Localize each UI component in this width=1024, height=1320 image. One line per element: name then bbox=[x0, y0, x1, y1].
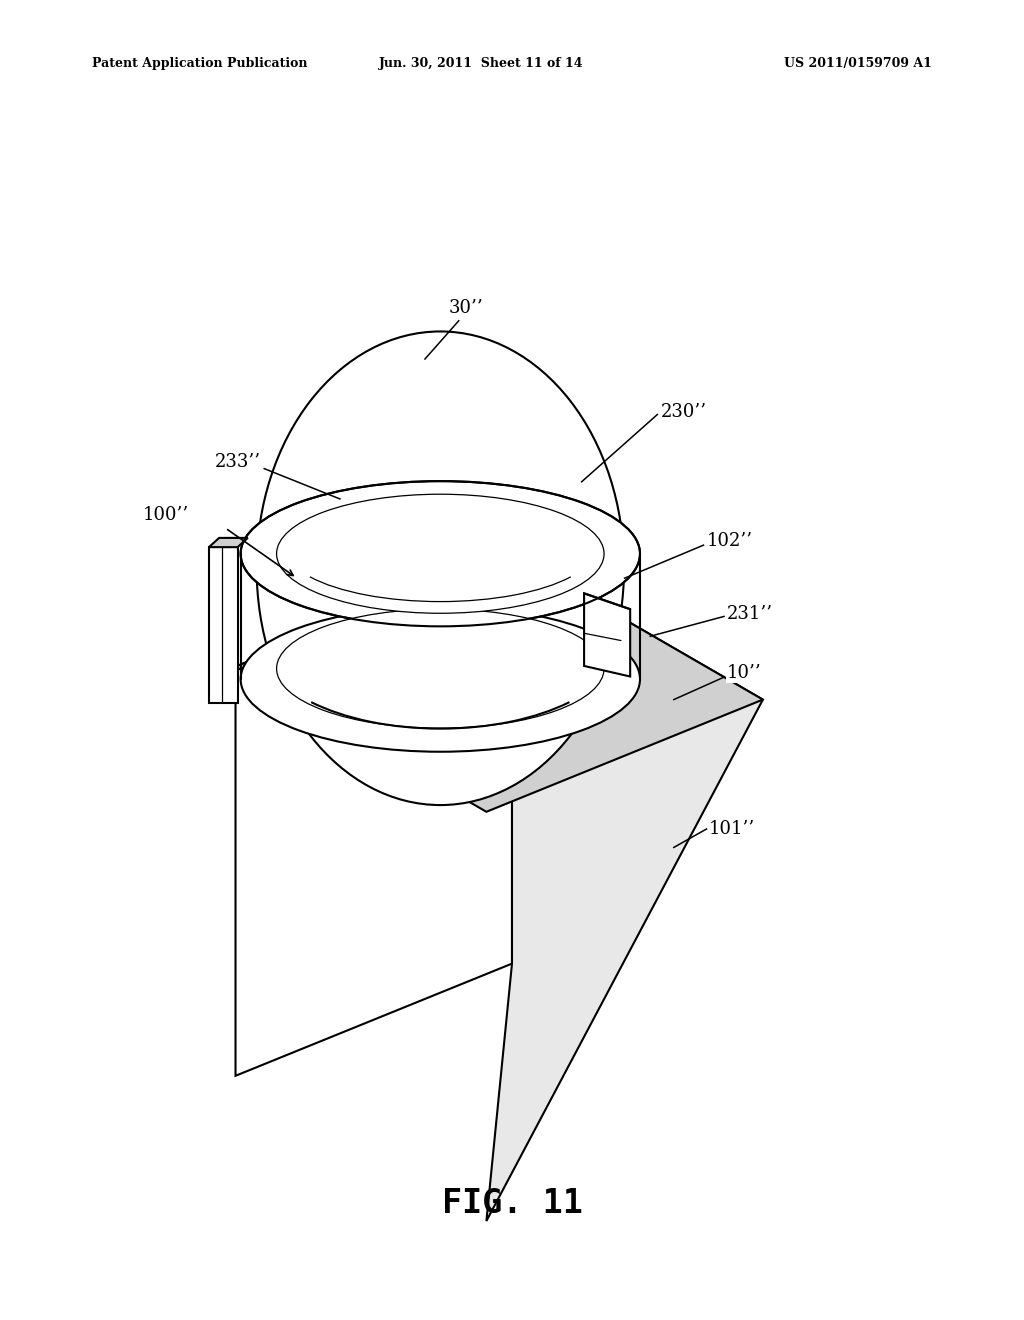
Ellipse shape bbox=[276, 609, 604, 729]
Text: 10’’: 10’’ bbox=[727, 664, 762, 682]
Ellipse shape bbox=[241, 607, 640, 752]
Polygon shape bbox=[236, 554, 763, 812]
Text: 30’’: 30’’ bbox=[449, 298, 483, 317]
Ellipse shape bbox=[241, 480, 640, 627]
Polygon shape bbox=[584, 593, 630, 676]
Text: 101’’: 101’’ bbox=[709, 820, 755, 838]
Polygon shape bbox=[236, 554, 512, 1076]
Text: 230’’: 230’’ bbox=[660, 403, 707, 421]
Text: Patent Application Publication: Patent Application Publication bbox=[92, 57, 307, 70]
Polygon shape bbox=[209, 546, 238, 702]
Polygon shape bbox=[486, 554, 763, 1221]
Polygon shape bbox=[209, 539, 248, 546]
Text: US 2011/0159709 A1: US 2011/0159709 A1 bbox=[784, 57, 932, 70]
Text: FIG. 11: FIG. 11 bbox=[441, 1188, 583, 1220]
Circle shape bbox=[257, 331, 624, 805]
Ellipse shape bbox=[276, 494, 604, 614]
Text: Jun. 30, 2011  Sheet 11 of 14: Jun. 30, 2011 Sheet 11 of 14 bbox=[379, 57, 584, 70]
Text: 102’’: 102’’ bbox=[707, 532, 753, 550]
Text: 233’’: 233’’ bbox=[215, 453, 261, 471]
Text: 100’’: 100’’ bbox=[143, 506, 189, 524]
Text: 231’’: 231’’ bbox=[727, 605, 773, 623]
